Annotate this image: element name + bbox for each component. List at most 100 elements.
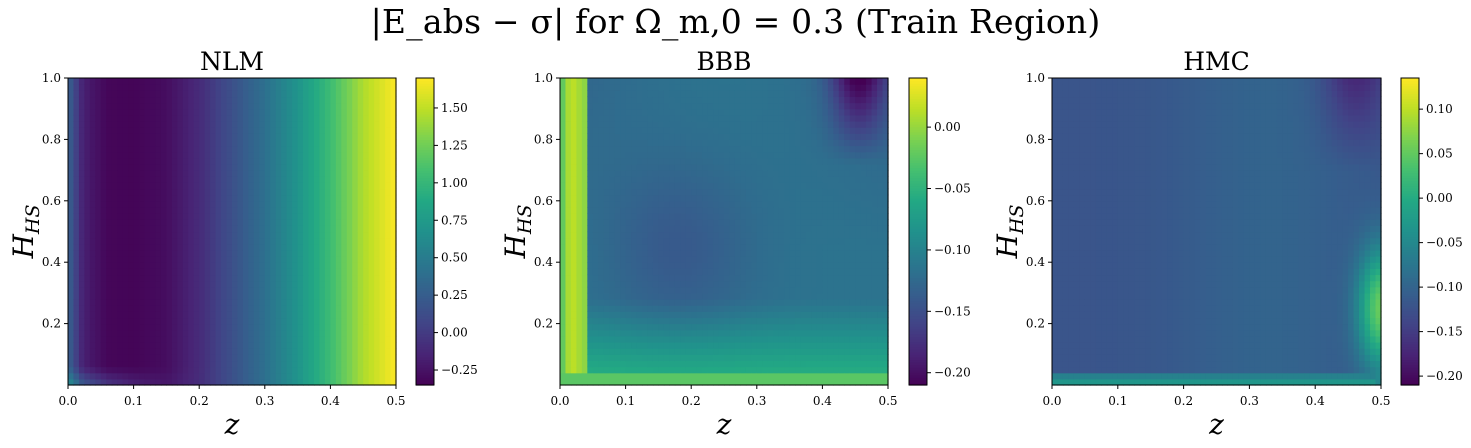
heatmap-cell bbox=[226, 170, 233, 177]
heatmap-cell bbox=[264, 151, 271, 159]
heatmap-cell bbox=[215, 157, 222, 165]
heatmap-cell bbox=[603, 249, 610, 257]
heatmap-cell bbox=[374, 268, 381, 276]
heatmap-cell bbox=[253, 286, 260, 294]
heatmap-cell bbox=[603, 102, 610, 110]
heatmap-cell bbox=[636, 225, 643, 233]
heatmap-cell bbox=[106, 84, 113, 91]
heatmap-cell bbox=[598, 348, 605, 355]
heatmap-cell bbox=[210, 243, 217, 251]
heatmap-cell bbox=[68, 114, 75, 122]
heatmap-cell bbox=[100, 299, 107, 306]
heatmap-cell bbox=[647, 102, 654, 110]
heatmap-cell bbox=[259, 274, 266, 282]
heatmap-cell bbox=[335, 280, 342, 288]
heatmap-cell bbox=[314, 188, 321, 196]
heatmap-cell bbox=[756, 237, 763, 245]
heatmap-cell bbox=[385, 182, 392, 190]
heatmap-cell bbox=[346, 127, 353, 134]
heatmap-cell bbox=[264, 163, 271, 171]
heatmap-cell bbox=[707, 262, 714, 269]
heatmap-cell bbox=[259, 200, 266, 208]
heatmap-cell bbox=[341, 317, 348, 325]
heatmap-cell bbox=[232, 268, 239, 276]
heatmap-cell bbox=[631, 348, 638, 355]
heatmap-cell bbox=[702, 237, 709, 245]
heatmap-cell bbox=[374, 348, 381, 355]
heatmap-cell bbox=[139, 151, 146, 159]
heatmap-cell bbox=[139, 256, 146, 263]
heatmap-cell bbox=[636, 360, 643, 368]
heatmap-cell bbox=[226, 84, 233, 91]
heatmap-cell bbox=[68, 311, 75, 319]
heatmap-cell bbox=[264, 372, 271, 380]
heatmap-cell bbox=[598, 243, 605, 251]
heatmap-cell bbox=[182, 317, 189, 325]
heatmap-cell bbox=[68, 243, 75, 251]
heatmap-cell bbox=[139, 243, 146, 251]
heatmap-cell bbox=[226, 280, 233, 288]
heatmap-cell bbox=[226, 163, 233, 171]
heatmap-cell bbox=[576, 366, 583, 374]
heatmap-cell bbox=[171, 157, 178, 165]
heatmap-cell bbox=[614, 139, 621, 147]
heatmap-cell bbox=[73, 378, 80, 386]
heatmap-cell bbox=[177, 200, 184, 208]
heatmap-cell bbox=[696, 120, 703, 128]
heatmap-cell bbox=[166, 176, 173, 183]
heatmap-cell bbox=[674, 348, 681, 355]
heatmap-cell bbox=[221, 78, 228, 85]
heatmap-cell bbox=[718, 182, 725, 190]
heatmap-cell bbox=[221, 378, 228, 386]
heatmap-cell bbox=[620, 280, 627, 288]
heatmap-cell bbox=[603, 243, 610, 251]
heatmap-cell bbox=[297, 323, 304, 331]
heatmap-cell bbox=[745, 163, 752, 171]
heatmap-cell bbox=[297, 348, 304, 355]
colorbar-swatch bbox=[416, 290, 434, 294]
heatmap-cell bbox=[314, 299, 321, 306]
heatmap-cell bbox=[68, 194, 75, 202]
heatmap-cell bbox=[647, 145, 654, 153]
heatmap-cell bbox=[592, 286, 599, 294]
colorbar-swatch bbox=[416, 221, 434, 225]
heatmap-cell bbox=[603, 237, 610, 245]
heatmap-cell bbox=[84, 84, 91, 91]
heatmap-cell bbox=[215, 225, 222, 233]
heatmap-cell bbox=[390, 188, 397, 196]
heatmap-cell bbox=[106, 225, 113, 233]
heatmap-cell bbox=[253, 342, 260, 349]
heatmap-cell bbox=[663, 237, 670, 245]
heatmap-cell bbox=[193, 108, 200, 116]
colorbar-swatch bbox=[416, 157, 434, 161]
heatmap-cell bbox=[576, 262, 583, 269]
heatmap-cell bbox=[150, 329, 157, 337]
heatmap-cell bbox=[106, 354, 113, 362]
heatmap-cell bbox=[78, 348, 85, 355]
heatmap-cell bbox=[614, 317, 621, 325]
heatmap-cell bbox=[729, 219, 736, 226]
heatmap-cell bbox=[95, 268, 102, 276]
heatmap-cell bbox=[160, 182, 167, 190]
heatmap-cell bbox=[570, 372, 577, 380]
heatmap-cell bbox=[78, 274, 85, 282]
heatmap-cell bbox=[631, 378, 638, 386]
heatmap-cell bbox=[390, 200, 397, 208]
heatmap-cell bbox=[193, 157, 200, 165]
heatmap-cell bbox=[199, 96, 206, 104]
heatmap-cell bbox=[390, 194, 397, 202]
heatmap-cell bbox=[598, 360, 605, 368]
heatmap-cell bbox=[565, 163, 572, 171]
heatmap-cell bbox=[390, 163, 397, 171]
heatmap-cell bbox=[357, 84, 364, 91]
heatmap-cell bbox=[314, 231, 321, 239]
heatmap-cell bbox=[751, 96, 758, 104]
heatmap-cell bbox=[581, 127, 588, 134]
heatmap-cell bbox=[188, 354, 195, 362]
heatmap-cell bbox=[303, 366, 310, 374]
heatmap-cell bbox=[232, 286, 239, 294]
heatmap-cell bbox=[707, 90, 714, 98]
heatmap-cell bbox=[171, 194, 178, 202]
heatmap-cell bbox=[352, 354, 359, 362]
heatmap-cell bbox=[592, 274, 599, 282]
